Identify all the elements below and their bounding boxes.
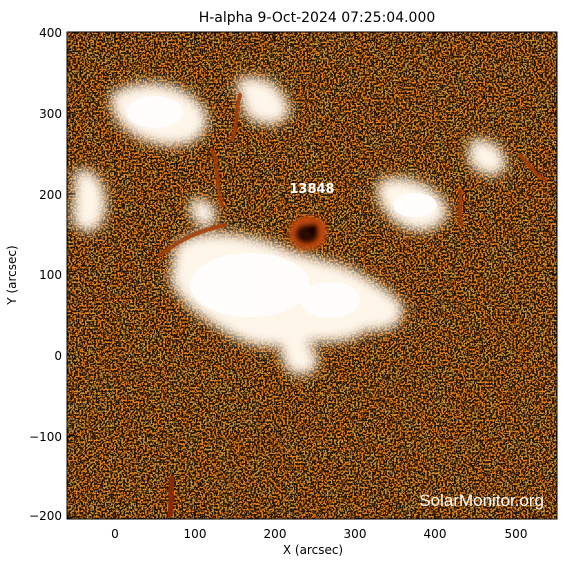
x-tick-labels: 0 100 200 300 400 500 [111,527,527,541]
y-tick-label: −100 [29,430,62,444]
x-tick-label: 100 [184,527,207,541]
y-axis-label: Y (arcsec) [5,245,19,305]
watermark: SolarMonitor.org [419,491,544,510]
filament-south [167,475,175,518]
x-tick-label: 500 [505,527,528,541]
x-tick-label: 200 [264,527,287,541]
y-tick-labels: 400 300 200 100 0 −100 −200 [29,26,62,523]
y-tick-label: −200 [29,509,62,523]
y-tick-label: 0 [54,349,62,363]
x-tick-marks [114,32,517,519]
y-tick-label: 100 [39,268,62,282]
y-tick-label: 200 [39,188,62,202]
y-tick-label: 400 [39,26,62,40]
plage-regions [72,76,506,376]
active-region-label: 13848 [289,182,334,197]
x-axis-label: X (arcsec) [283,543,343,557]
y-tick-marks [67,31,557,518]
solar-image: 13848 SolarMonitor.org [67,32,557,519]
x-tick-label: 0 [111,527,119,541]
plage-cores [127,96,437,318]
x-tick-label: 300 [344,527,367,541]
x-tick-label: 400 [424,527,447,541]
y-tick-label: 300 [39,107,62,121]
plot-frame [66,31,558,520]
sunspot [289,216,327,250]
dark-filaments [158,93,547,257]
image-title: H-alpha 9-Oct-2024 07:25:04.000 [199,10,436,26]
